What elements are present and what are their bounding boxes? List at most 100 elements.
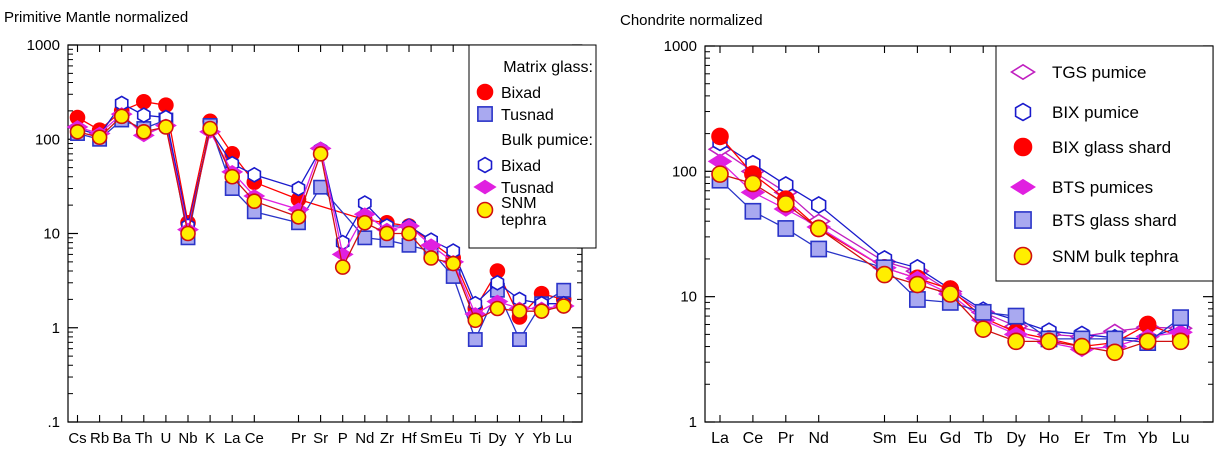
y-tick-label: 100	[35, 131, 60, 148]
data-point	[1106, 343, 1124, 362]
x-tick-label-sm: Sm	[873, 430, 897, 447]
data-point	[69, 123, 86, 140]
data-point	[711, 127, 729, 146]
x-tick-label-hf: Hf	[402, 430, 418, 447]
data-point	[312, 146, 329, 162]
legend-heading: Matrix glass:	[503, 59, 593, 76]
data-point	[908, 275, 927, 294]
data-point	[875, 265, 894, 284]
legend-label: SNM bulk tephra	[1052, 247, 1179, 266]
legend-marker	[1010, 178, 1036, 196]
y-tick-label: 1	[52, 320, 60, 337]
x-tick-label-k: K	[205, 430, 215, 447]
data-point	[556, 282, 572, 298]
x-tick-label-nd: Nd	[355, 430, 374, 447]
x-tick-label-gd: Gd	[940, 430, 961, 447]
data-point	[1007, 307, 1025, 325]
x-tick-label-la: La	[711, 430, 729, 447]
legend-label: Tusnad	[501, 107, 554, 124]
legend: Matrix glass: Bixad Tusnad Bulk pumice: Bixa…	[468, 44, 597, 249]
legend-label: TGS pumice	[1052, 63, 1146, 82]
data-point	[1138, 332, 1157, 351]
series-snm-tephra-4	[69, 108, 572, 329]
x-tick-label-eu: Eu	[908, 430, 928, 447]
data-point	[810, 195, 827, 214]
legend-box	[995, 45, 1214, 282]
x-tick-label-dy: Dy	[1006, 430, 1026, 447]
data-point	[941, 285, 960, 303]
legend-label: SNM	[501, 195, 537, 212]
data-point	[423, 250, 439, 266]
data-point	[1073, 337, 1091, 356]
data-point	[533, 303, 550, 319]
x-tick-label-eu: Eu	[444, 430, 462, 447]
data-point	[974, 303, 992, 321]
data-point	[247, 166, 262, 183]
data-point	[1007, 332, 1025, 351]
x-tick-label-yb: Yb	[532, 430, 550, 447]
data-point	[810, 240, 828, 258]
data-point	[489, 300, 506, 317]
legend-marker	[476, 83, 494, 101]
data-point	[511, 303, 528, 319]
legend-label: Bixad	[501, 158, 541, 175]
series-snm-bulk-tephra-5	[711, 165, 1190, 362]
legend-heading: Bulk pumice:	[501, 132, 593, 149]
data-point	[744, 174, 762, 193]
data-point	[136, 107, 151, 124]
data-point	[113, 108, 130, 125]
data-point	[555, 298, 572, 314]
x-tick-label-yb: Yb	[1138, 430, 1158, 447]
x-tick-label-th: Th	[135, 430, 153, 447]
data-point	[467, 312, 484, 329]
legend-marker	[473, 179, 497, 195]
legend-label: tephra	[501, 212, 546, 229]
data-point	[1171, 332, 1190, 351]
x-tick-label-ba: Ba	[113, 430, 132, 447]
data-point	[334, 259, 351, 275]
data-point	[313, 179, 329, 195]
y-tick-label: 1000	[27, 37, 60, 54]
legend-label: BIX pumice	[1052, 103, 1139, 122]
data-point	[1172, 309, 1189, 327]
legend-marker	[1013, 246, 1033, 266]
panel-primitive-mantle: Primitive Mantle normalized .1 1 10 100 1000 C…	[4, 9, 597, 447]
x-tick-label-p: P	[338, 430, 348, 447]
chart-title: Chondrite normalized	[620, 12, 763, 29]
x-tick-label-sm: Sm	[420, 430, 443, 447]
x-tick-label-ce: Ce	[245, 430, 264, 447]
data-point	[180, 225, 196, 242]
panel-chondrite: Chondrite normalized 1 10 100 1000 La Ce Pr Nd Sm…	[620, 12, 1214, 447]
x-tick-label-la: La	[224, 430, 241, 447]
x-tick-label-y: Y	[514, 430, 524, 447]
x-tick-label-u: U	[160, 430, 171, 447]
x-tick-label-nb: Nb	[178, 430, 197, 447]
data-point	[974, 320, 993, 339]
legend: TGS pumice BIX pumice BIX glass shard BTS p…	[995, 45, 1214, 282]
data-point	[401, 225, 417, 242]
data-point	[512, 332, 527, 347]
data-point	[202, 120, 218, 137]
series-line	[77, 113, 564, 315]
x-tick-label-cs: Cs	[68, 430, 86, 447]
data-point	[224, 168, 240, 185]
data-point	[711, 165, 729, 183]
legend-marker	[1014, 102, 1032, 122]
x-tick-label-dy: Dy	[488, 430, 507, 447]
data-point	[379, 225, 395, 242]
x-tick-label-pr: Pr	[291, 430, 306, 447]
x-tick-label-lu: Lu	[555, 430, 572, 447]
x-tick-label-tb: Tb	[974, 430, 993, 447]
data-point	[246, 193, 263, 210]
data-point	[777, 220, 795, 237]
data-point	[776, 195, 795, 213]
x-tick-label-sr: Sr	[313, 430, 328, 447]
data-point	[908, 291, 926, 308]
y-tick-label: 1	[689, 414, 697, 431]
x-tick-label-ti: Ti	[469, 430, 481, 447]
chart-title: Primitive Mantle normalized	[4, 9, 188, 26]
y-tick-label: .1	[47, 414, 60, 431]
data-point	[136, 123, 152, 140]
data-point	[445, 255, 462, 272]
data-point	[136, 93, 152, 110]
